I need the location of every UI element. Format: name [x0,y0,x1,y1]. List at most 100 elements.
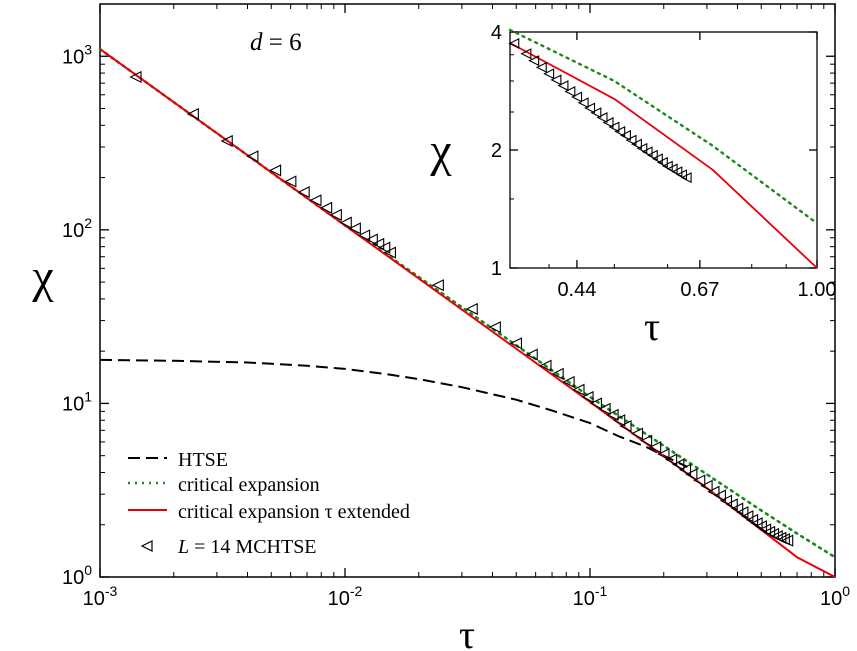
main-marker-l-14-mchtse-2 [220,134,233,148]
inset-marker-l-14-mchtse-2 [528,55,540,67]
main-y-axis-label: χ [31,250,54,303]
inset-series-critical-expansion [508,28,819,225]
main-marker-l-14-mchtse-4 [268,164,282,177]
main-marker-l-14-mchtse-58 [781,534,794,547]
main-marker-l-14-mchtse-10 [339,216,352,229]
main-plot: 10-3 10-2 10-1 100 100 101 102 103 τ χ d = 6 HT… [31,3,850,651]
main-y-tick-label-3: 103 [62,41,92,68]
inset-series-group [508,28,819,269]
inset-marker-l-14-mchtse-17 [625,134,637,146]
inset-marker-l-14-mchtse-3 [535,61,547,73]
inset-x-tick-label-0: 0.44 [557,279,596,301]
main-x-axis-label: τ [459,612,475,651]
inset-marker-l-14-mchtse-19 [636,142,648,154]
main-marker-l-14-mchtse-8 [320,201,333,214]
main-marker-l-14-mchtse-37 [672,458,685,471]
main-marker-l-14-mchtse-35 [657,448,670,461]
inset-marker-l-14-mchtse-8 [571,91,583,103]
inset-marker-l-14-mchtse-25 [666,163,678,175]
main-y-tick-label-2: 102 [62,215,92,242]
main-marker-l-14-mchtse-36 [665,453,678,466]
inset-marker-l-14-mchtse-13 [602,117,614,129]
inset-marker-l-14-mchtse-15 [614,125,626,137]
main-marker-l-14-mchtse-25 [572,383,585,396]
inset-marker-l-14-mchtse-9 [577,97,589,109]
main-marker-l-14-mchtse-24 [562,375,575,389]
main-marker-l-14-mchtse-48 [741,510,754,523]
inset-marker-l-14-mchtse-22 [651,153,663,165]
main-marker-l-14-mchtse-15 [378,241,391,254]
inset-marker-l-14-mchtse-16 [619,129,631,141]
inset-marker-l-14-mchtse-4 [543,68,555,80]
main-marker-l-14-mchtse-46 [731,502,744,515]
main-marker-l-14-mchtse-42 [707,485,720,498]
inset-marker-l-14-mchtse-1 [520,48,532,60]
main-x-tick-label-0: 10-3 [83,583,118,610]
inset-marker-l-14-mchtse-26 [671,166,683,178]
legend-mchtse-rest: = 14 MCHTSE [189,536,316,558]
main-marker-l-14-mchtse-23 [551,367,564,380]
inset-marker-l-14-mchtse-20 [641,146,653,158]
main-marker-l-14-mchtse-16 [383,246,396,259]
main-marker-l-14-mchtse-13 [365,233,378,246]
inset-marker-l-14-mchtse-6 [557,80,569,92]
inset-y-tick-label-2: 4 [491,22,502,44]
main-marker-l-14-mchtse-26 [581,390,594,404]
main-marker-l-14-mchtse-41 [700,479,713,492]
inset-x-tick-label-1: 0.67 [680,279,719,301]
legend-htse-label: HTSE [178,449,228,471]
main-marker-l-14-mchtse-1 [186,107,199,121]
main-series-htse [99,358,688,468]
main-marker-l-14-mchtse-43 [713,489,726,502]
inset-marker-l-14-mchtse-27 [676,169,688,181]
legend: HTSE critical expansion critical expansi… [128,449,410,558]
main-y-tick-label-0: 100 [62,562,92,589]
inset-marker-l-14-mchtse-12 [596,112,608,124]
main-marker-l-14-mchtse-30 [613,414,626,427]
legend-tau-extended-label: critical expansion τ extended [178,501,410,523]
inset-marker-l-14-mchtse-10 [584,102,596,114]
main-marker-l-14-mchtse-6 [297,185,310,199]
main-x-tick-label-1: 10-2 [328,583,363,610]
main-marker-l-14-mchtse-20 [509,337,522,350]
inset-marker-l-14-mchtse-28 [680,172,692,184]
inset-marker-l-14-mchtse-23 [656,156,668,168]
main-marker-l-14-mchtse-40 [693,474,706,487]
main-markers-group [129,70,794,547]
inset-y-axis-label: χ [429,124,452,177]
main-marker-l-14-mchtse-45 [725,498,738,511]
main-marker-l-14-mchtse-29 [606,408,619,421]
main-marker-l-14-mchtse-17 [431,279,444,292]
main-marker-l-14-mchtse-38 [678,463,692,476]
main-marker-l-14-mchtse-11 [348,222,361,235]
inset-y-tick-label-1: 2 [491,140,502,162]
main-marker-l-14-mchtse-5 [284,175,297,188]
main-marker-l-14-mchtse-14 [372,237,385,250]
inset-plot: 0.44 0.67 1.00 1 2 4 τ χ [429,22,836,349]
inset-marker-l-14-mchtse-0 [508,37,520,49]
main-marker-l-14-mchtse-7 [309,194,322,207]
inset-axis-ticks: 0.44 0.67 1.00 1 2 4 [491,22,837,301]
main-marker-l-14-mchtse-47 [736,506,749,519]
main-marker-l-14-mchtse-19 [488,321,501,334]
dimension-variable: d [250,29,263,56]
inset-markers-group [508,37,692,184]
inset-series-critical-expansion-extended [509,42,818,269]
inset-marker-l-14-mchtse-7 [564,86,576,97]
inset-marker-l-14-mchtse-11 [590,107,602,119]
main-axis-ticks: 10-3 10-2 10-1 100 100 101 102 103 [62,3,850,610]
main-marker-l-14-mchtse-12 [357,229,371,242]
main-plot-frame [99,3,836,578]
main-marker-l-14-mchtse-33 [640,434,653,447]
inset-marker-l-14-mchtse-21 [646,149,658,161]
main-marker-l-14-mchtse-3 [246,150,259,163]
main-marker-l-14-mchtse-39 [685,468,698,481]
legend-mchtse-label: L = 14 MCHTSE [177,536,317,558]
main-x-tick-label-3: 100 [820,583,850,610]
main-marker-l-14-mchtse-22 [539,359,552,372]
main-x-tick-label-2: 10-1 [573,583,608,610]
main-marker-l-14-mchtse-32 [630,427,644,440]
main-marker-l-14-mchtse-0 [129,70,142,84]
main-marker-l-14-mchtse-27 [589,397,602,410]
